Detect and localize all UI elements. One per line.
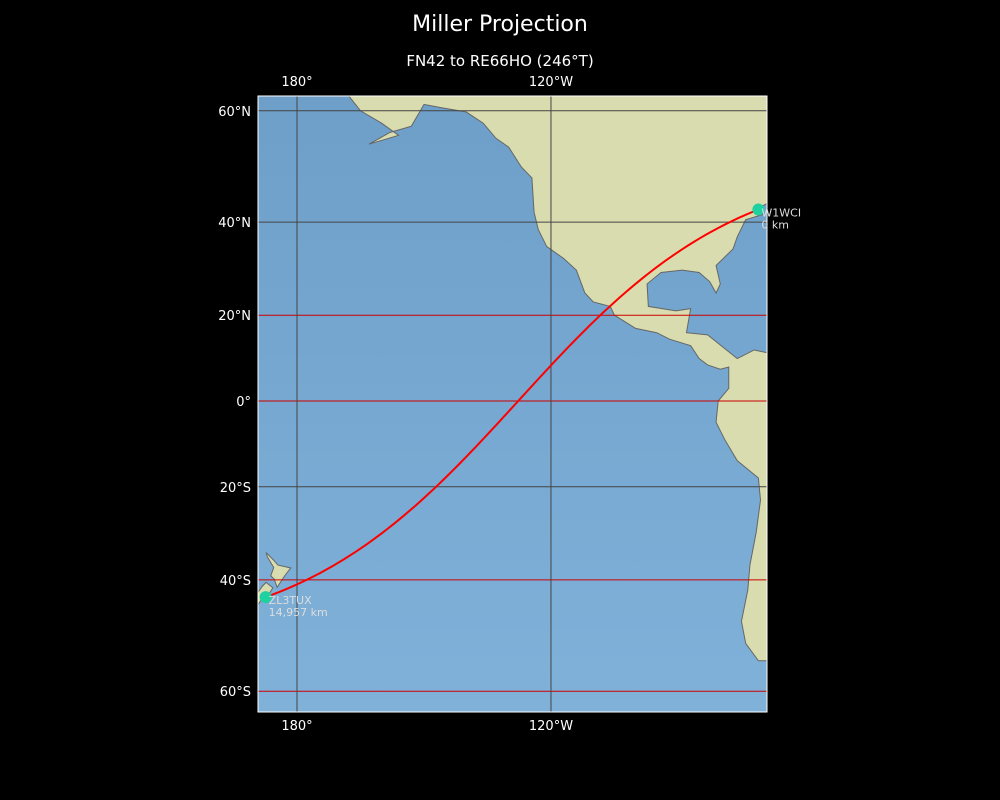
lat-tick-label: 20°N (218, 309, 251, 324)
lat-tick-label: 40°S (220, 574, 251, 589)
station-distance: 14,957 km (269, 606, 328, 619)
lat-tick-label: 60°S (220, 685, 251, 700)
lat-tick-label: 0° (236, 395, 251, 410)
map-frame (257, 95, 768, 713)
station-distance: 0 km (761, 219, 789, 232)
lon-tick-label-top: 120°W (529, 75, 573, 90)
lat-tick-label: 20°S (220, 481, 251, 496)
land-nz-north (265, 552, 292, 589)
map-subtitle: FN42 to RE66HO (246°T) (406, 52, 594, 70)
great-circle-route (265, 208, 759, 599)
station-callsign: W1WCI (761, 207, 801, 220)
lat-tick-label: 40°N (218, 216, 251, 231)
station-marker (259, 591, 272, 604)
lat-tick-label: 60°N (218, 105, 251, 120)
map-title: Miller Projection (412, 12, 588, 37)
station-marker (752, 203, 765, 216)
lon-tick-label-bottom: 180° (281, 719, 312, 734)
land-americas (348, 96, 767, 662)
lon-tick-label-top: 180° (281, 75, 312, 90)
lon-tick-label-bottom: 120°W (529, 719, 573, 734)
station-callsign: ZL3TUX (269, 594, 312, 607)
